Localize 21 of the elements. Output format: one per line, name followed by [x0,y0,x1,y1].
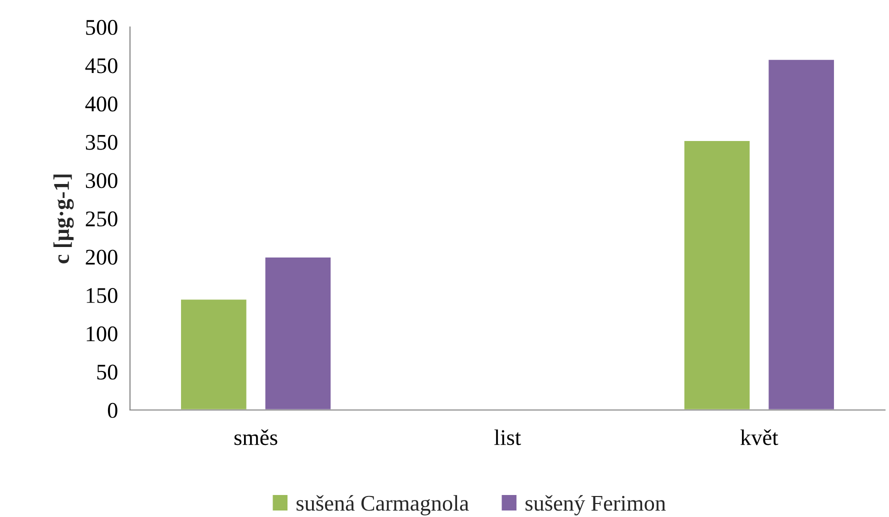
y-tick-label: 300 [86,173,118,188]
legend-label: sušený Ferimon [526,495,666,516]
bar [767,58,836,410]
y-tick-label: 450 [85,58,118,74]
y-tick-label: 250 [86,211,118,226]
x-tick-label: list [494,429,521,446]
y-tick-label: 350 [86,134,118,150]
y-tick-label: 200 [86,250,118,265]
y-tick-label: 500 [86,20,118,35]
y-tick-label: 50 [97,364,118,380]
bar [682,140,752,410]
bar [180,298,248,410]
legend-label: sušená Carmagnola [296,495,469,516]
y-tick-label: 100 [86,326,118,342]
x-tick-label: směs [234,429,278,446]
y-tick-label: 0 [108,402,118,418]
bar [264,256,332,410]
x-tick-label: květ [740,429,778,446]
y-tick-label: 400 [85,96,118,112]
y-axis-title: c [µg·g-1] [53,174,74,264]
y-tick-label: 150 [86,288,118,304]
